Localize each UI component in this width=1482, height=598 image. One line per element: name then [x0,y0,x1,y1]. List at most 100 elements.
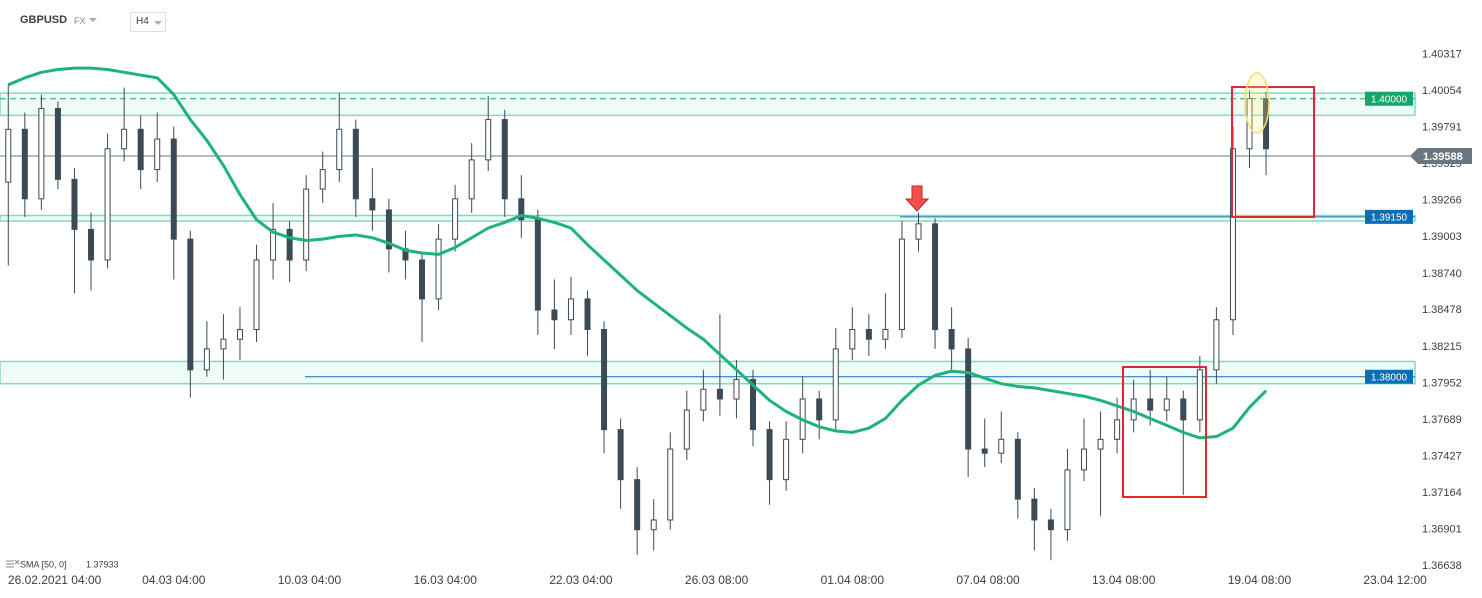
candle-body [766,429,773,481]
candle-body [1213,319,1220,371]
y-tick-label: 1.37427 [1422,450,1462,462]
y-tick-label: 1.38215 [1422,341,1462,353]
x-tick-label: 07.04 08:00 [956,573,1020,587]
timeframe-box[interactable] [130,12,166,32]
candle-body [137,128,144,171]
level-label: 1.38000 [1371,372,1408,383]
candle-body [898,238,905,330]
last-price-badge [1410,147,1472,164]
candle-body [1180,398,1187,421]
x-tick-label: 19.04 08:00 [1228,573,1292,587]
candle-body [1064,469,1071,531]
candle-body [617,429,624,481]
candle-body [452,198,459,240]
candle-body [716,388,723,400]
candle-body [220,338,227,350]
candle-body [584,298,591,330]
x-tick-label: 04.03 04:00 [142,573,206,587]
candle-body [750,379,757,431]
dropdown-arrow[interactable] [88,17,108,27]
y-tick-label: 1.36638 [1422,560,1462,572]
candle-body [203,348,210,371]
candle-body [170,138,177,240]
y-tick-label: 1.39003 [1422,231,1462,243]
candle-body [650,519,657,531]
y-tick-label: 1.39266 [1422,195,1462,207]
candle-body [435,238,442,300]
candle-body [104,148,111,261]
x-tick-label: 10.03 04:00 [278,573,342,587]
candle-body [1047,519,1054,531]
candle-body [865,328,872,340]
candle-body [1147,398,1154,411]
candle-body [352,128,359,200]
candle-body [948,328,955,350]
candle-body [998,438,1005,454]
level-badge [1365,91,1413,106]
candle-body [601,328,608,431]
candle-body [253,259,260,330]
y-tick-label: 1.37689 [1422,414,1462,426]
candle-body [501,119,508,200]
candle-body [932,223,939,330]
x-tick-label: 26.02.2021 04:00 [8,573,102,587]
candle-body [1114,419,1121,440]
candle-body [733,379,740,400]
y-tick-label: 1.37164 [1422,487,1462,499]
candle-body [1014,438,1021,500]
candle-body [981,448,988,454]
candle-body [5,128,12,183]
candle-body [965,348,972,450]
highlight-box [1122,366,1207,498]
candle-body [816,398,823,421]
y-tick-label: 1.40317 [1422,49,1462,61]
candle-body [121,128,128,150]
candle-body [485,119,492,161]
sma-line [7,66,1268,440]
candle-body [286,228,293,261]
dropdown-arrow[interactable] [153,20,163,26]
candle-body [534,219,541,311]
candle-body [71,178,78,230]
x-tick-label: 22.03 04:00 [549,573,613,587]
candle-body [236,328,243,340]
candle-body [634,479,641,531]
candle-body [154,138,161,171]
level-badge [1365,369,1413,384]
y-tick-label: 1.39791 [1422,122,1462,134]
candle-body [1246,98,1253,150]
indicator-value: 1.37933 [86,559,119,569]
candle-body [700,388,707,411]
x-tick-label: 13.04 08:00 [1092,573,1156,587]
x-tick-label: 01.04 08:00 [821,573,885,587]
candle-body [1031,498,1038,521]
candle-body [1196,369,1203,421]
y-tick-label: 1.36901 [1422,523,1462,535]
down-arrow [904,185,930,212]
timeframe[interactable]: H4 [136,16,149,27]
y-tick-label: 1.38740 [1422,268,1462,280]
candle-body [783,438,790,481]
y-tick-label: 1.37952 [1422,377,1462,389]
candle-body [88,228,95,261]
y-tick-label: 1.40054 [1422,85,1462,97]
candle-body [303,188,310,261]
level-label: 1.40000 [1371,94,1408,105]
market[interactable]: FX [74,16,86,26]
indicator-name[interactable]: SMA [50, 0] [20,559,67,569]
indicator-icons[interactable] [6,559,20,568]
level-badge [1365,209,1413,224]
candle-body [468,159,475,200]
symbol[interactable]: GBPUSD [20,14,68,26]
x-tick-label: 26.03 08:00 [685,573,749,587]
zone [0,214,1416,222]
candle-body [567,298,574,321]
zone [0,92,1416,117]
candle-body [849,328,856,350]
candle-body [915,223,922,240]
candle-body [21,128,28,200]
candle-body [385,209,392,250]
y-tick-label: 1.38478 [1422,304,1462,316]
candle-body [270,228,277,261]
